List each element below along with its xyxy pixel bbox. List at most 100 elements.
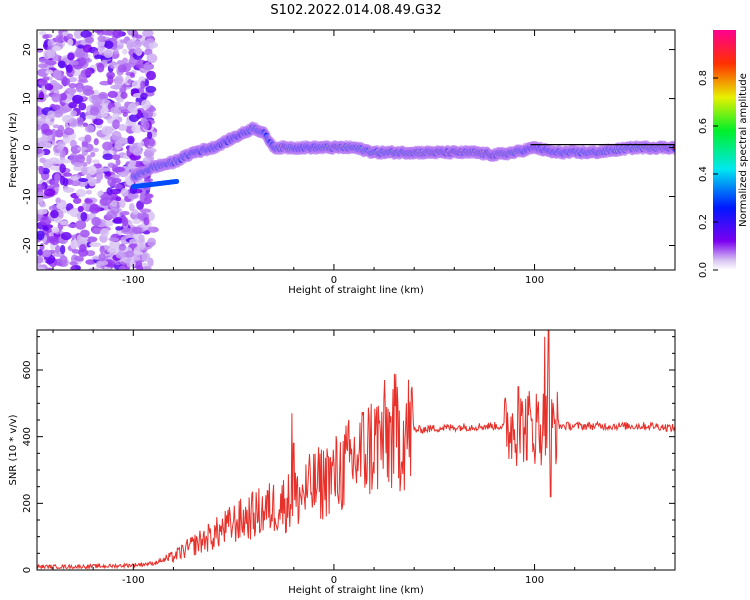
spectrogram-noise-cell: [47, 110, 56, 120]
spectrogram-noise-cell: [129, 72, 136, 78]
spectrogram-noise-cell: [51, 226, 60, 233]
spectrogram-noise-cell: [59, 163, 66, 173]
snr-frame: [36, 329, 676, 571]
spectrogram-noise-cell: [144, 136, 150, 147]
spectrogram-noise-cell: [66, 33, 73, 40]
spectrogram-noise-cell: [100, 107, 109, 117]
spectrogram-noise-cell: [132, 226, 143, 235]
spectrogram-ylabel: Frequency (Hz): [8, 112, 19, 188]
spectrogram-noise-cell: [37, 255, 44, 264]
spectrogram-noise-cell: [57, 107, 69, 114]
spectrogram-noise-cell: [111, 154, 121, 160]
spectrogram-noise-cell: [127, 79, 133, 84]
x-tick-label: 100: [525, 275, 544, 286]
spectrogram-noise-cell: [115, 251, 126, 259]
spectrogram-noise-cell: [111, 177, 122, 184]
spectrogram-noise-cell: [96, 260, 109, 266]
spectrogram-xlabel: Height of straight line (km): [288, 285, 424, 296]
spectrogram-noise-cell: [51, 92, 61, 103]
spectrogram-noise-cell: [126, 61, 136, 68]
spectrogram-noise-cell: [102, 141, 113, 151]
spectrogram-noise-cell: [63, 172, 73, 177]
spectrogram-noise-cell: [118, 199, 126, 209]
spectrogram-noise-cell: [145, 85, 157, 93]
spectrogram-noise-cell: [38, 165, 44, 175]
spectrogram-noise-cell: [81, 202, 91, 211]
y-tick-label: 600: [22, 360, 33, 379]
spectrogram-band: [174, 178, 180, 184]
spectrogram-noise-cell: [107, 90, 118, 99]
spectrogram-noise-cell: [79, 229, 90, 238]
spectrogram-noise-cell: [54, 172, 61, 183]
spectrogram-noise-cell: [43, 188, 56, 197]
colorbar-label: Normalized spectral amplitude: [738, 73, 749, 227]
spectrogram-noise-cell: [113, 48, 119, 55]
snr-content: [37, 330, 675, 570]
spectrogram-noise-cell: [60, 149, 66, 158]
spectrogram-noise-cell: [142, 157, 151, 166]
spectrogram-noise-cell: [93, 118, 104, 126]
spectrogram-noise-cell: [80, 30, 92, 39]
spectrogram-noise-cell: [65, 64, 73, 73]
spectrogram-noise-cell: [131, 40, 143, 49]
y-tick-label: 20: [22, 43, 33, 56]
spectrogram-noise-cell: [67, 52, 75, 61]
spectrogram-noise-cell: [104, 40, 114, 50]
spectrogram-noise-cell: [42, 34, 50, 39]
spectrogram-noise-cell: [93, 30, 103, 34]
spectrogram-noise-cell: [105, 220, 114, 227]
spectrogram-noise-cell: [43, 249, 52, 258]
x-tick-label: 0: [331, 575, 337, 586]
spectrogram-noise-cell: [98, 252, 106, 262]
spectrogram-noise-cell: [76, 117, 84, 126]
spectrogram-noise-cell: [114, 207, 123, 213]
spectrogram-noise-cell: [112, 119, 120, 130]
spectrogram-noise-cell: [74, 49, 85, 59]
spectrogram-noise-cell: [119, 39, 128, 44]
spectrogram-noise-cell: [73, 255, 84, 262]
spectrogram-noise-cell: [77, 44, 85, 49]
spectrogram-noise-cell: [91, 97, 103, 106]
spectrogram-noise-cell: [44, 83, 54, 91]
spectrogram-noise-cell: [147, 137, 156, 147]
spectrogram-noise-cell: [85, 250, 96, 257]
spectrogram-noise-cell: [75, 154, 86, 164]
spectrogram-noise-cell: [56, 202, 64, 210]
spectrogram-noise-cell: [148, 106, 157, 113]
spectrogram-noise-cell: [68, 77, 78, 83]
spectrogram-noise-cell: [114, 140, 123, 151]
spectrogram-noise-cell: [129, 238, 141, 244]
spectrogram-noise-cell: [101, 125, 113, 136]
spectrogram-noise-cell: [89, 242, 102, 248]
spectrogram-noise-cell: [70, 266, 76, 270]
spectrogram-noise-cell: [146, 131, 153, 140]
spectrogram-noise-cell: [59, 93, 68, 101]
spectrogram-noise-cell: [86, 236, 98, 243]
spectrogram-noise-cell: [101, 30, 114, 36]
spectrogram-noise-cell: [81, 85, 93, 92]
spectrogram-noise-cell: [128, 203, 135, 212]
spectrogram-noise-cell: [94, 54, 104, 59]
spectrogram-noise-cell: [50, 209, 59, 219]
spectrogram-noise-cell: [148, 41, 158, 49]
spectrogram-noise-cell: [146, 70, 156, 81]
spectrogram-noise-cell: [55, 244, 61, 255]
spectrogram-noise-cell: [73, 30, 83, 39]
spectrogram-noise-cell: [43, 226, 50, 231]
spectrogram-noise-cell: [130, 88, 140, 93]
spectrogram-noise-cell: [52, 104, 61, 111]
spectrogram-noise-cell: [100, 228, 110, 237]
spectrogram-noise-cell: [63, 127, 75, 136]
spectrogram-noise-cell: [133, 47, 143, 55]
spectrogram-noise-cell: [87, 165, 97, 176]
spectrogram-noise-cell: [59, 255, 68, 265]
spectrogram-noise-cell: [147, 226, 155, 231]
spectrogram-noise-cell: [37, 208, 48, 215]
spectrogram-noise-cell: [75, 84, 85, 93]
snr-xlabel: Height of straight line (km): [288, 585, 424, 596]
spectrogram-noise-cell: [147, 237, 156, 247]
spectrogram-noise-cell: [59, 244, 66, 255]
spectrogram-noise-cell: [122, 217, 129, 227]
spectrogram-noise-cell: [131, 80, 143, 89]
